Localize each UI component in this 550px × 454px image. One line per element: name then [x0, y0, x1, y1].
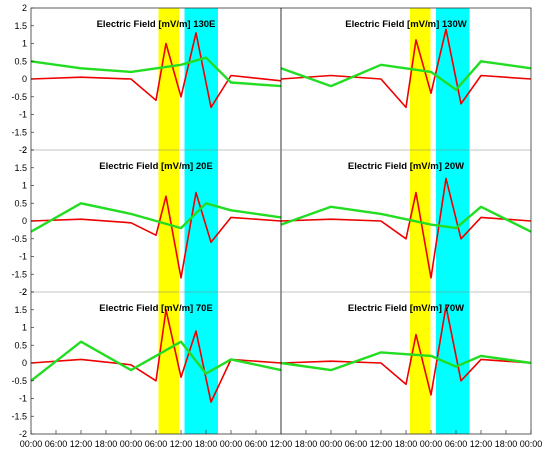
- x-tick-label: 06:00: [245, 439, 268, 449]
- series-red-line: [280, 28, 532, 109]
- x-tick-label: 06:00: [145, 439, 168, 449]
- y-tick-label: -1.5: [11, 411, 27, 421]
- x-tick-label: 18:00: [395, 439, 418, 449]
- x-tick-label: 06:00: [45, 439, 68, 449]
- x-tick-label: 00:00: [320, 439, 343, 449]
- shaded-band-1: [184, 8, 218, 434]
- x-tick-label: 18:00: [495, 439, 518, 449]
- y-tick-label: 0.5: [14, 56, 27, 66]
- series-red-line: [30, 32, 282, 109]
- x-tick-label: 12:00: [70, 439, 93, 449]
- y-tick-label: 0: [22, 358, 27, 368]
- x-tick-label: 00:00: [20, 439, 43, 449]
- y-tick-label: 1: [22, 323, 27, 333]
- x-tick-label: 00:00: [520, 439, 543, 449]
- series-red-line: [30, 191, 282, 279]
- x-tick-label: 00:00: [420, 439, 443, 449]
- y-tick-label: 1: [22, 181, 27, 191]
- panel-0: Electric Field [mV/m] 130E: [30, 19, 282, 109]
- y-tick-label: -2: [19, 287, 27, 297]
- y-tick-label: 0.5: [14, 198, 27, 208]
- y-tick-label: -1: [19, 110, 27, 120]
- series-red-line: [280, 305, 532, 396]
- y-tick-label: 2: [22, 145, 27, 155]
- panel-title: Electric Field [mV/m] 70W: [348, 303, 464, 314]
- x-tick-label: 00:00: [220, 439, 243, 449]
- y-tick-label: 0: [22, 216, 27, 226]
- x-tick-label: 12:00: [170, 439, 193, 449]
- panel-title: Electric Field [mV/m] 20E: [99, 161, 213, 172]
- x-tick-label: 12:00: [470, 439, 493, 449]
- y-tick-label: 2: [22, 287, 27, 297]
- y-tick-label: -1.5: [11, 269, 27, 279]
- y-tick-label: 1.5: [14, 21, 27, 31]
- panel-3: Electric Field [mV/m] 20W: [280, 161, 532, 279]
- y-tick-label: -2: [19, 145, 27, 155]
- series-red-line: [280, 177, 532, 279]
- x-tick-label: 18:00: [95, 439, 118, 449]
- y-tick-label: -1.5: [11, 127, 27, 137]
- series-green-line: [30, 202, 282, 233]
- y-tick-label: -0.5: [11, 234, 27, 244]
- panel-4: Electric Field [mV/m] 70E: [30, 303, 282, 403]
- y-tick-label: -0.5: [11, 92, 27, 102]
- series-green-line: [280, 60, 532, 91]
- y-tick-label: -1: [19, 252, 27, 262]
- x-tick-label: 18:00: [295, 439, 318, 449]
- panel-5: Electric Field [mV/m] 70W: [280, 303, 532, 396]
- y-tick-label: 0: [22, 74, 27, 84]
- panel-title: Electric Field [mV/m] 20W: [348, 161, 464, 172]
- x-tick-label: 12:00: [370, 439, 393, 449]
- series-green-line: [30, 56, 282, 88]
- series-green-line: [280, 205, 532, 233]
- panel-title: Electric Field [mV/m] 70E: [99, 303, 213, 314]
- series-green-line: [30, 340, 282, 382]
- panel-2: Electric Field [mV/m] 20E: [30, 161, 282, 279]
- x-tick-label: 06:00: [445, 439, 468, 449]
- x-tick-label: 18:00: [195, 439, 218, 449]
- y-tick-label: -1: [19, 394, 27, 404]
- series-red-line: [30, 308, 282, 403]
- panel-1: Electric Field [mV/m] 130W: [280, 19, 532, 109]
- panel-title: Electric Field [mV/m] 130E: [97, 19, 216, 30]
- x-tick-label: 06:00: [345, 439, 368, 449]
- x-tick-label: 00:00: [120, 439, 143, 449]
- panel-title: Electric Field [mV/m] 130W: [345, 19, 466, 30]
- y-tick-label: 1.5: [14, 163, 27, 173]
- y-tick-label: 0.5: [14, 340, 27, 350]
- y-tick-label: 1: [22, 39, 27, 49]
- series-green-line: [280, 351, 532, 372]
- x-tick-label: 12:00: [270, 439, 293, 449]
- y-tick-label: -0.5: [11, 376, 27, 386]
- y-tick-label: 2: [22, 3, 27, 13]
- y-tick-label: 1.5: [14, 305, 27, 315]
- y-tick-label: -2: [19, 429, 27, 439]
